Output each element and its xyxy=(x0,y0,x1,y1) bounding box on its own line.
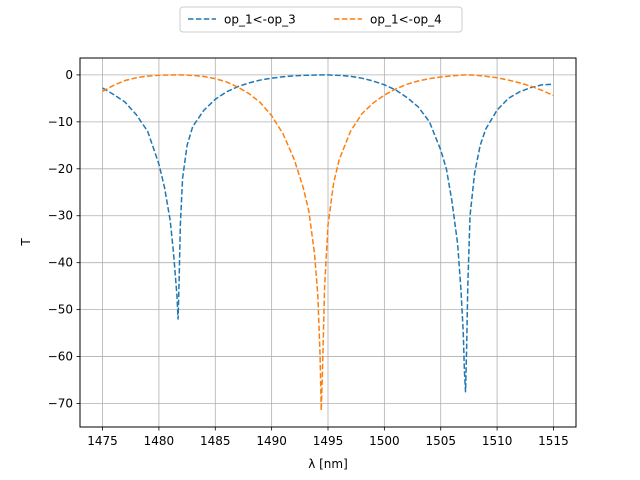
y-tick-label: −10 xyxy=(48,115,73,129)
y-tick-label: −30 xyxy=(48,209,73,223)
x-tick-label: 1505 xyxy=(425,434,456,448)
legend-label-2: op_1<-op_4 xyxy=(370,13,442,27)
legend-label-1: op_1<-op_3 xyxy=(224,13,296,27)
y-tick-label: −60 xyxy=(48,350,73,364)
x-tick-label: 1515 xyxy=(538,434,569,448)
y-tick-label: 0 xyxy=(65,68,73,82)
y-tick-label: −50 xyxy=(48,303,73,317)
legend-frame xyxy=(179,6,463,33)
grid xyxy=(80,58,576,427)
x-tick-label: 1480 xyxy=(144,434,175,448)
legend: op_1<-op_3 op_1<-op_4 xyxy=(179,6,463,33)
y-axis-label: T xyxy=(19,238,33,247)
x-tick-label: 1510 xyxy=(482,434,513,448)
series-line-1 xyxy=(102,74,554,393)
x-tick-label: 1485 xyxy=(200,434,231,448)
series-line-2 xyxy=(102,74,554,412)
x-tick-label: 1475 xyxy=(87,434,118,448)
x-tick-label: 1495 xyxy=(313,434,344,448)
x-tick-label: 1500 xyxy=(369,434,400,448)
y-tick-label: −70 xyxy=(48,397,73,411)
series-lines xyxy=(102,74,554,412)
x-axis-label: λ [nm] xyxy=(308,457,348,471)
y-tick-label: −20 xyxy=(48,162,73,176)
y-tick-label: −40 xyxy=(48,256,73,270)
x-tick-label: 1490 xyxy=(256,434,287,448)
ticks: 1475 1480 1485 1490 1495 1500 1505 1510 1515 0 −10… xyxy=(48,68,569,448)
